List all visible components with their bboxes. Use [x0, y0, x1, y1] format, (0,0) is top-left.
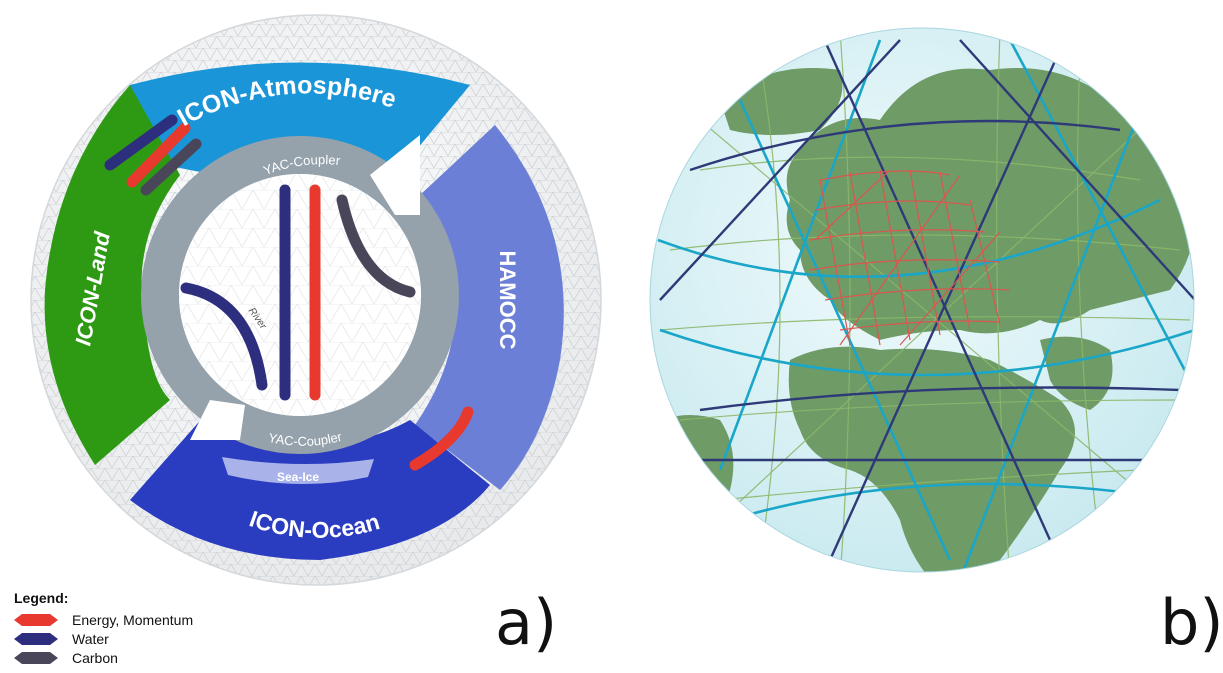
legend-item-energy: Energy, Momentum [14, 610, 193, 629]
sea-ice-segment [222, 457, 374, 485]
ocean-segment [130, 415, 490, 560]
hamocc-label: HAMOCC [495, 251, 520, 350]
legend-item-water: Water [14, 629, 193, 648]
legend-label: Energy, Momentum [72, 611, 194, 628]
hamocc-segment [415, 125, 564, 490]
icon-esm-diagram: ICON-Atmosphere ICON-Ocean ICON-Land HAM… [30, 14, 602, 586]
sea-ice-label: Sea-Ice [277, 470, 319, 484]
flux-arrows [104, 114, 474, 471]
coupler-bottom-label: YAC-Coupler [267, 429, 344, 449]
water-swatch [14, 632, 58, 645]
carbon-swatch [14, 651, 58, 664]
energy-swatch [14, 613, 58, 626]
panel-a-label: a) [495, 586, 558, 659]
land-segment [44, 85, 181, 465]
dark-grid [659, 29, 1194, 561]
icon-grid-globe [649, 27, 1195, 573]
legend-label: Carbon [72, 649, 118, 666]
panel-b-label: b) [1160, 586, 1223, 659]
icon-grid-lines [657, 29, 1194, 572]
refined-grid [809, 169, 1011, 346]
legend-item-carbon: Carbon [14, 648, 193, 667]
legend: Legend: Energy, Momentum Water Carbon [14, 590, 193, 667]
yac-coupler-ring [141, 135, 459, 454]
globe-outline [649, 27, 1195, 573]
legend-label: Water [72, 630, 109, 647]
legend-title: Legend: [14, 590, 69, 606]
